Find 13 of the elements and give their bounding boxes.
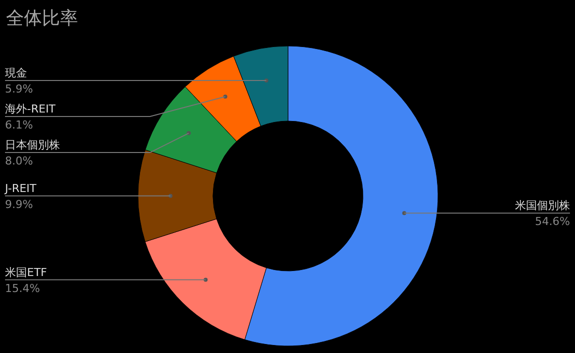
slice-label: J-REIT [4, 182, 37, 195]
slice-label: 米国個別株 [515, 199, 570, 212]
data-label: 15.4% [5, 282, 40, 295]
data-label: 5.9% [5, 82, 33, 96]
slice-label: 海外-REIT [5, 102, 56, 116]
data-label: 8.0% [5, 154, 33, 168]
slice-label: 米国ETF [5, 266, 47, 279]
data-label: 54.6% [535, 215, 570, 228]
data-label: 6.1% [5, 118, 33, 132]
slice-label: 日本個別株 [5, 138, 60, 152]
slice-label: 現金 [5, 66, 27, 80]
data-label: 9.9% [5, 198, 33, 211]
chart-title: 全体比率 [6, 8, 78, 29]
